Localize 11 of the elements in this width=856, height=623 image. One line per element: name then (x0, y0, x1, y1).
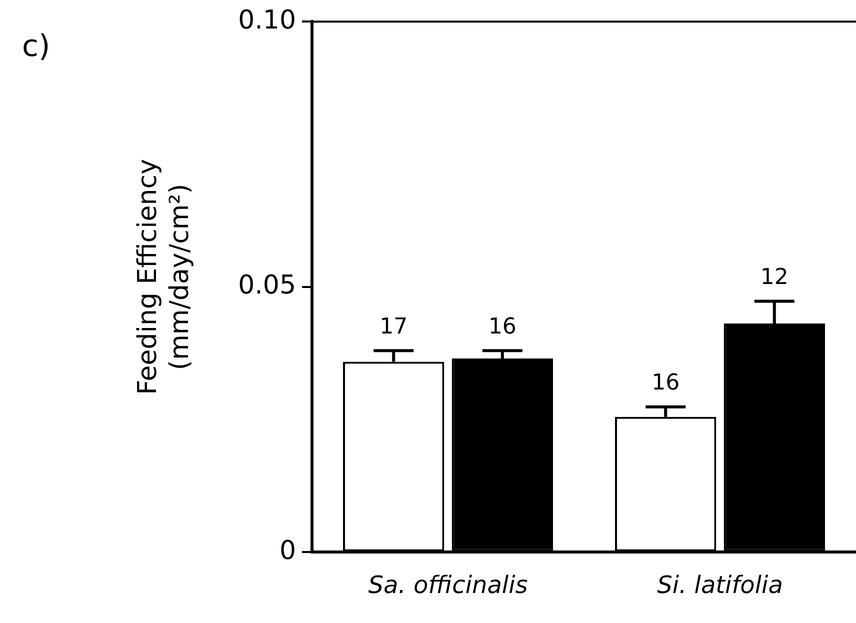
y-tick-label: 0.05 (238, 270, 296, 301)
annotation: 12 (760, 264, 788, 290)
x-tick-label: Si. latifolia (657, 570, 783, 599)
y-tick-label: 0.10 (238, 5, 296, 36)
y-tick-label: 0 (279, 536, 296, 566)
y-axis-title: Feeding Efficiency (mm/day/cm²) (132, 159, 195, 395)
x-tick-label: Sa. officinalis (368, 570, 528, 599)
text: c) (22, 28, 50, 64)
annotation: 17 (380, 314, 408, 340)
annotation: 16 (652, 370, 680, 396)
annotation: 16 (488, 314, 516, 340)
